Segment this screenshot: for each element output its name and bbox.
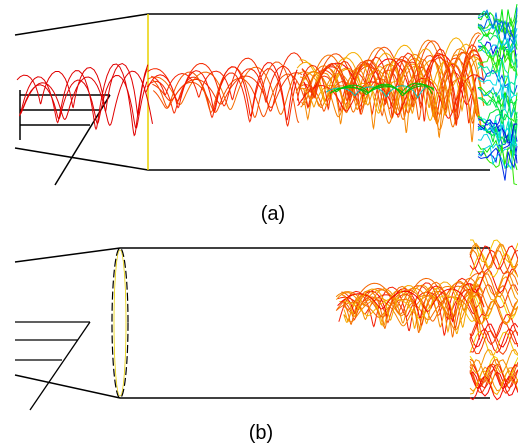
tube-top-wall: [14, 247, 490, 263]
streamline: [469, 358, 518, 384]
streamline: [469, 328, 518, 354]
streamline: [469, 369, 518, 396]
streamline: [469, 252, 518, 278]
streamline: [343, 291, 480, 331]
streamline: [335, 284, 480, 312]
streamline: [469, 249, 518, 275]
streamline: [336, 280, 480, 332]
streamline: [469, 267, 518, 294]
streamline: [469, 300, 518, 326]
streamline: [303, 34, 480, 120]
streamline: [341, 283, 484, 323]
intake-vanes: [19, 90, 111, 186]
streamline: [469, 363, 518, 389]
streamline: [477, 94, 518, 121]
streamline: [477, 82, 518, 119]
streamline: [469, 359, 518, 385]
streamline: [300, 47, 482, 128]
streamline: [469, 329, 518, 356]
streamline: [469, 245, 518, 271]
streamline: [469, 363, 518, 389]
tube-bottom-wall: [14, 147, 490, 171]
streamline: [150, 65, 301, 105]
intake-vanes: [15, 321, 91, 411]
streamline: [469, 242, 518, 269]
panel-label: (b): [249, 422, 273, 444]
streamline: [18, 63, 149, 137]
streamline: [477, 49, 518, 85]
streamline: [325, 85, 428, 99]
streamline: [469, 299, 518, 325]
streamline: [477, 24, 518, 54]
streamline: [469, 249, 518, 275]
streamline: [329, 83, 435, 96]
streamline: [19, 70, 153, 127]
streamline: [477, 108, 518, 146]
streamline: [469, 348, 518, 374]
streamline: [342, 278, 480, 328]
streamline: [477, 40, 518, 72]
streamline: [337, 288, 478, 315]
streamline: [469, 272, 518, 298]
streamline: [477, 7, 518, 47]
panel-b: (b): [14, 239, 518, 444]
streamline: [330, 85, 435, 95]
streamline: [477, 137, 518, 171]
streamline: [295, 51, 485, 131]
streamline: [152, 73, 305, 118]
streamline: [152, 61, 300, 123]
streamline: [477, 122, 518, 147]
streamline: [339, 295, 478, 323]
streamline: [343, 277, 485, 338]
streamline: [477, 58, 518, 97]
streamline: [477, 119, 518, 144]
streamline: [477, 109, 518, 131]
streamline: [477, 71, 518, 100]
streamline: [477, 59, 518, 89]
streamline: [299, 62, 477, 122]
streamline: [147, 66, 298, 115]
streamline: [147, 52, 304, 112]
inlet-ring-inner: [113, 249, 127, 397]
streamline: [301, 49, 485, 113]
streamline: [299, 78, 480, 118]
streamline: [469, 291, 518, 317]
panel-label: (a): [261, 203, 285, 225]
tube-top-wall: [14, 13, 490, 36]
streamline: [301, 32, 482, 128]
streamline: [477, 34, 518, 55]
streamline: [477, 146, 518, 181]
streamline: [145, 62, 298, 121]
streamline: [469, 283, 518, 309]
streamline: [336, 285, 482, 325]
streamline: [470, 239, 518, 264]
inlet-ring: [111, 247, 129, 399]
panel-a: (a): [14, 4, 518, 225]
tube-bottom-wall: [14, 374, 490, 399]
